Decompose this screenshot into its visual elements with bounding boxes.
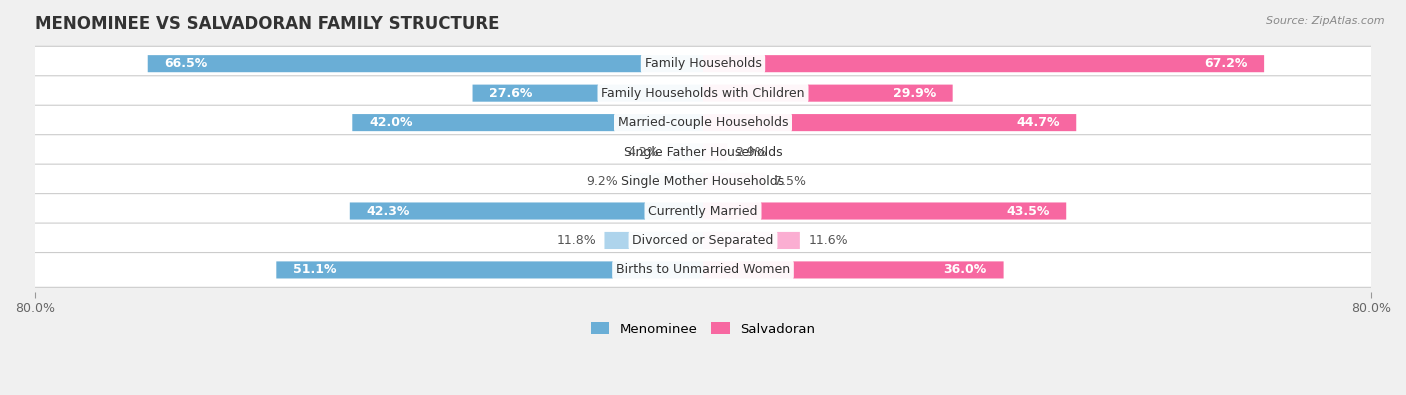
Text: 11.8%: 11.8%: [557, 234, 596, 247]
FancyBboxPatch shape: [30, 223, 1376, 258]
FancyBboxPatch shape: [148, 55, 703, 72]
Text: 67.2%: 67.2%: [1204, 57, 1247, 70]
Text: Divorced or Separated: Divorced or Separated: [633, 234, 773, 247]
Text: 11.6%: 11.6%: [808, 234, 848, 247]
FancyBboxPatch shape: [30, 135, 1376, 169]
Text: 51.1%: 51.1%: [292, 263, 336, 276]
Text: 27.6%: 27.6%: [489, 87, 533, 100]
Text: 42.0%: 42.0%: [368, 116, 412, 129]
Text: 9.2%: 9.2%: [586, 175, 617, 188]
Text: 7.5%: 7.5%: [773, 175, 806, 188]
Text: Married-couple Households: Married-couple Households: [617, 116, 789, 129]
FancyBboxPatch shape: [703, 85, 953, 102]
FancyBboxPatch shape: [703, 261, 1004, 278]
Text: 42.3%: 42.3%: [367, 205, 411, 218]
Text: Family Households with Children: Family Households with Children: [602, 87, 804, 100]
Text: 66.5%: 66.5%: [165, 57, 208, 70]
FancyBboxPatch shape: [605, 232, 703, 249]
Text: 44.7%: 44.7%: [1017, 116, 1060, 129]
FancyBboxPatch shape: [668, 143, 703, 161]
Text: 29.9%: 29.9%: [893, 87, 936, 100]
Text: 36.0%: 36.0%: [943, 263, 987, 276]
FancyBboxPatch shape: [472, 85, 703, 102]
FancyBboxPatch shape: [30, 76, 1376, 111]
FancyBboxPatch shape: [30, 105, 1376, 140]
Text: Single Father Households: Single Father Households: [624, 146, 782, 158]
FancyBboxPatch shape: [30, 252, 1376, 287]
FancyBboxPatch shape: [626, 173, 703, 190]
Text: Births to Unmarried Women: Births to Unmarried Women: [616, 263, 790, 276]
Text: 2.9%: 2.9%: [735, 146, 768, 158]
Text: MENOMINEE VS SALVADORAN FAMILY STRUCTURE: MENOMINEE VS SALVADORAN FAMILY STRUCTURE: [35, 15, 499, 33]
Text: 4.2%: 4.2%: [628, 146, 659, 158]
Text: Currently Married: Currently Married: [648, 205, 758, 218]
FancyBboxPatch shape: [30, 164, 1376, 199]
Text: 43.5%: 43.5%: [1007, 205, 1049, 218]
FancyBboxPatch shape: [350, 203, 703, 220]
FancyBboxPatch shape: [703, 143, 727, 161]
Legend: Menominee, Salvadoran: Menominee, Salvadoran: [586, 317, 820, 341]
FancyBboxPatch shape: [30, 194, 1376, 228]
FancyBboxPatch shape: [703, 203, 1066, 220]
Text: Single Mother Households: Single Mother Households: [621, 175, 785, 188]
FancyBboxPatch shape: [703, 114, 1076, 131]
Text: Source: ZipAtlas.com: Source: ZipAtlas.com: [1267, 16, 1385, 26]
Text: Family Households: Family Households: [644, 57, 762, 70]
FancyBboxPatch shape: [277, 261, 703, 278]
FancyBboxPatch shape: [703, 55, 1264, 72]
FancyBboxPatch shape: [30, 46, 1376, 81]
FancyBboxPatch shape: [353, 114, 703, 131]
FancyBboxPatch shape: [703, 232, 800, 249]
FancyBboxPatch shape: [703, 173, 766, 190]
